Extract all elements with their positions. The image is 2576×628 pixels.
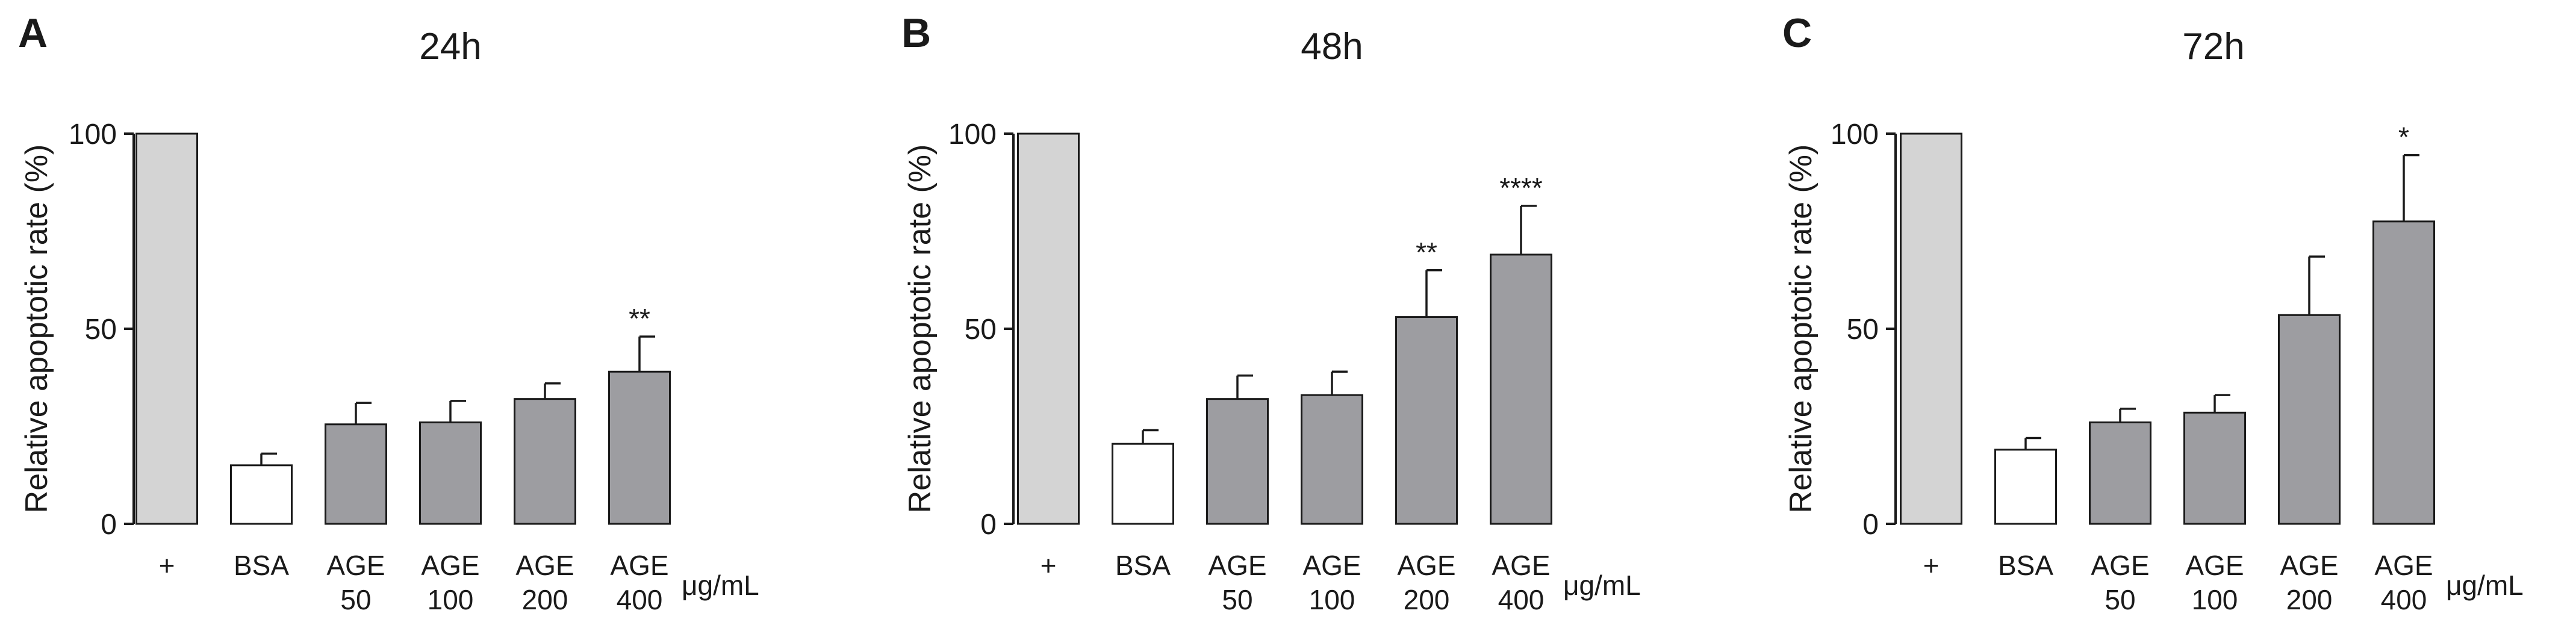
bar: [608, 370, 671, 525]
x-tick-label: +: [1041, 550, 1057, 581]
x-tick-label: 400: [617, 584, 663, 615]
x-tick-label: 50: [340, 584, 371, 615]
panel-letter: B: [901, 10, 931, 56]
panel-letter: A: [18, 10, 48, 56]
bar: [419, 421, 482, 525]
bar: [2278, 314, 2341, 525]
y-tick-label: 100: [69, 119, 117, 151]
panel-letter: C: [1782, 10, 1812, 56]
x-tick-label: BSA: [1998, 550, 2053, 581]
bar: [325, 423, 387, 525]
x-tick-label: BSA: [234, 550, 289, 581]
x-tick-label: 100: [2192, 584, 2238, 615]
bar: [2089, 421, 2151, 525]
bar: [1301, 394, 1363, 525]
bar: [2183, 411, 2246, 525]
x-tick-label: AGE: [610, 550, 668, 581]
y-tick-label: 50: [965, 314, 997, 346]
x-tick-label: AGE: [1302, 550, 1361, 581]
significance-label: *: [2398, 122, 2409, 153]
x-tick-label: +: [1923, 550, 1940, 581]
significance-label: ****: [1499, 172, 1543, 204]
x-tick-label: AGE: [2185, 550, 2244, 581]
x-tick-label: 200: [2286, 584, 2333, 615]
y-axis-label: Relative apoptotic rate (%): [903, 145, 938, 514]
x-tick-label: BSA: [1115, 550, 1171, 581]
y-axis-label: Relative apoptotic rate (%): [1784, 145, 1818, 514]
x-tick-label: AGE: [1397, 550, 1455, 581]
bar: [1994, 449, 2057, 525]
panel-title: 24h: [419, 26, 481, 67]
y-tick-label: 50: [85, 314, 117, 346]
x-tick-label: AGE: [2374, 550, 2433, 581]
x-tick-label: 50: [2105, 584, 2135, 615]
bar: [1395, 316, 1458, 525]
y-axis-label: Relative apoptotic rate (%): [19, 145, 54, 514]
significance-label: **: [629, 303, 650, 334]
panel-title: 48h: [1301, 26, 1363, 67]
unit-label: μg/mL: [1563, 570, 1641, 601]
x-tick-label: AGE: [515, 550, 574, 581]
y-tick-label: 0: [1862, 509, 1879, 541]
bar: [1112, 443, 1174, 525]
x-tick-label: AGE: [2280, 550, 2338, 581]
y-tick-label: 0: [101, 509, 117, 541]
bar: [1017, 132, 1080, 525]
significance-label: **: [1416, 237, 1437, 268]
bar: [230, 464, 293, 525]
y-tick-label: 0: [980, 509, 997, 541]
bar: [1900, 132, 1962, 525]
x-tick-label: 100: [428, 584, 474, 615]
x-tick-label: 400: [2381, 584, 2427, 615]
x-tick-label: AGE: [2091, 550, 2149, 581]
panel-title: 72h: [2182, 26, 2244, 67]
x-tick-label: 50: [1222, 584, 1252, 615]
bar: [1490, 253, 1552, 525]
bar: [135, 132, 198, 525]
bar: [514, 398, 576, 525]
x-tick-label: 200: [522, 584, 568, 615]
x-tick-label: AGE: [1208, 550, 1266, 581]
x-tick-label: 200: [1404, 584, 1450, 615]
unit-label: μg/mL: [682, 570, 759, 601]
x-tick-label: AGE: [1492, 550, 1550, 581]
x-tick-label: 400: [1498, 584, 1545, 615]
unit-label: μg/mL: [2446, 570, 2524, 601]
x-tick-label: +: [159, 550, 175, 581]
x-tick-label: AGE: [326, 550, 385, 581]
bar: [1206, 398, 1269, 525]
y-tick-label: 100: [948, 119, 997, 151]
x-tick-label: 100: [1309, 584, 1355, 615]
bar: [2372, 220, 2435, 525]
y-tick-label: 50: [1847, 314, 1879, 346]
y-tick-label: 100: [1831, 119, 1879, 151]
x-tick-label: AGE: [421, 550, 479, 581]
